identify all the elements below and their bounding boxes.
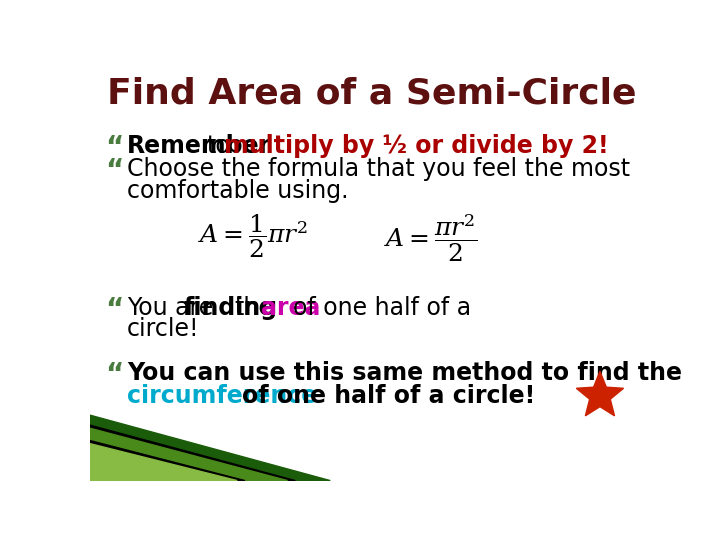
Text: multiply by ½ or divide by 2!: multiply by ½ or divide by 2! (224, 134, 608, 158)
Polygon shape (90, 425, 295, 481)
Polygon shape (90, 415, 330, 481)
Text: the: the (234, 296, 273, 320)
Polygon shape (577, 372, 624, 416)
Text: of one half of a: of one half of a (293, 296, 471, 320)
Text: Remember: Remember (127, 134, 271, 158)
Text: “: “ (106, 157, 124, 185)
Polygon shape (90, 441, 245, 481)
Text: circle!: circle! (127, 318, 200, 341)
Text: Find Area of a Semi-Circle: Find Area of a Semi-Circle (107, 76, 636, 110)
Text: circumference: circumference (127, 384, 318, 408)
Polygon shape (90, 444, 238, 481)
Text: “: “ (106, 134, 124, 162)
Text: to: to (206, 134, 230, 158)
Text: “: “ (106, 361, 124, 389)
Text: Choose the formula that you feel the most: Choose the formula that you feel the mos… (127, 157, 630, 181)
Text: “: “ (106, 296, 124, 324)
Text: finding: finding (183, 296, 277, 320)
Text: comfortable using.: comfortable using. (127, 179, 348, 202)
Polygon shape (90, 428, 287, 481)
Text: You are: You are (127, 296, 213, 320)
Text: of one half of a circle!: of one half of a circle! (242, 384, 535, 408)
Text: $A = \dfrac{1}{2}\pi r^2$: $A = \dfrac{1}{2}\pi r^2$ (199, 213, 309, 260)
Text: You can use this same method to find the: You can use this same method to find the (127, 361, 683, 385)
Text: area: area (261, 296, 320, 320)
Text: $A = \dfrac{\pi r^2}{2}$: $A = \dfrac{\pi r^2}{2}$ (384, 213, 478, 264)
